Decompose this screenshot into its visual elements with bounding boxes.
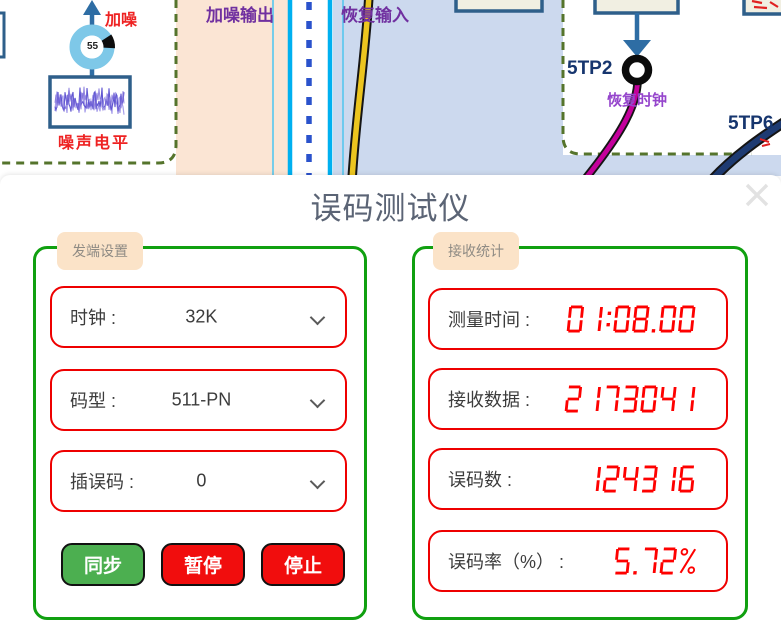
tp2-label: 5TP2 [567,58,613,79]
insert-error-value: 0 [196,470,207,491]
rx-panel-legend: 接收统计 [433,232,519,270]
received-data-label: 接收数据 : [448,390,531,410]
close-button[interactable] [739,178,775,214]
insert-error-label: 插误码 : [70,472,135,492]
code-type-label: 码型 : [70,391,117,411]
clock-value: 32K [185,306,218,327]
chevron-down-icon [309,393,326,409]
noise-level-knob[interactable] [69,24,115,70]
yellow-cable[interactable] [349,0,372,176]
noise-output-label: 加噪输出 [206,6,274,25]
error-count-display [583,465,702,493]
recover-input-zone [333,0,563,176]
code-type-value: 511-PN [171,389,232,410]
background-diagram: 加噪 55 噪声电平 加噪输出 恢复输入 5TP2 恢复时钟 5TP6 [0,0,781,176]
navy-cable[interactable] [711,120,781,176]
noise-level-label: 噪声电平 [57,135,130,152]
measure-time-row: 测量时间 : [428,288,728,350]
magenta-cable[interactable] [584,70,641,176]
chevron-down-icon [309,310,326,326]
bert-dialog: 误码测试仪 发端设置 时钟 : 32K 码型 : 511-PN 插误码 : 0 [0,175,781,633]
close-icon [745,183,769,206]
clock-label: 时钟 : [70,308,117,328]
tp2-terminal[interactable] [621,54,653,86]
noise-scope-box [48,75,132,129]
rx-stats-panel: 接收统计 测量时间 : 接收数据 : 误码数 : 误码率（%） : [412,232,748,620]
code-type-select[interactable]: 码型 : 511-PN [50,369,347,431]
tx-panel-legend: 发端设置 [57,232,143,270]
clipped-box-a [454,0,544,13]
dialog-title: 误码测试仪 [310,191,471,226]
add-noise-label: 加噪 [105,12,138,29]
received-data-display [564,385,702,413]
error-rate-row: 误码率（%） : [428,530,728,592]
clock-select[interactable]: 时钟 : 32K [50,286,347,348]
noise-module-border [0,0,178,165]
tp2-arrow-head [623,40,651,57]
magenta-cable-outline [582,70,642,176]
stop-button[interactable]: 停止 [261,543,345,586]
error-count-label: 误码数 : [448,470,513,490]
tp6-red-text-fragment [759,138,771,147]
noise-waveform-mid [54,86,125,114]
clipped-box-b [593,0,680,15]
clipped-red-text-fragment [751,0,779,10]
noise-knob-value: 55 [86,41,99,52]
clipped-left-box [0,11,6,59]
tx-settings-panel: 发端设置 时钟 : 32K 码型 : 511-PN 插误码 : 0 同步 暂停 … [33,232,367,620]
measure-time-label: 测量时间 : [448,310,531,330]
noise-arrow-head [83,0,101,15]
measure-time-display [566,305,702,333]
pause-button[interactable]: 暂停 [161,543,245,586]
chevron-down-icon [309,474,326,490]
recover-input-label: 恢复输入 [341,6,409,25]
noise-knob-face [80,35,104,59]
error-rate-display [613,547,702,575]
insert-error-select[interactable]: 插误码 : 0 [50,450,347,512]
sync-button[interactable]: 同步 [61,543,145,586]
tp6-label: 5TP6 [728,113,774,134]
error-rate-label: 误码率（%） : [448,552,565,572]
received-data-row: 接收数据 : [428,368,728,430]
error-count-row: 误码数 : [428,448,728,510]
noise-output-zone [176,0,288,176]
diagram-wiring [0,0,781,176]
recover-clock-label: 恢复时钟 [607,92,668,109]
